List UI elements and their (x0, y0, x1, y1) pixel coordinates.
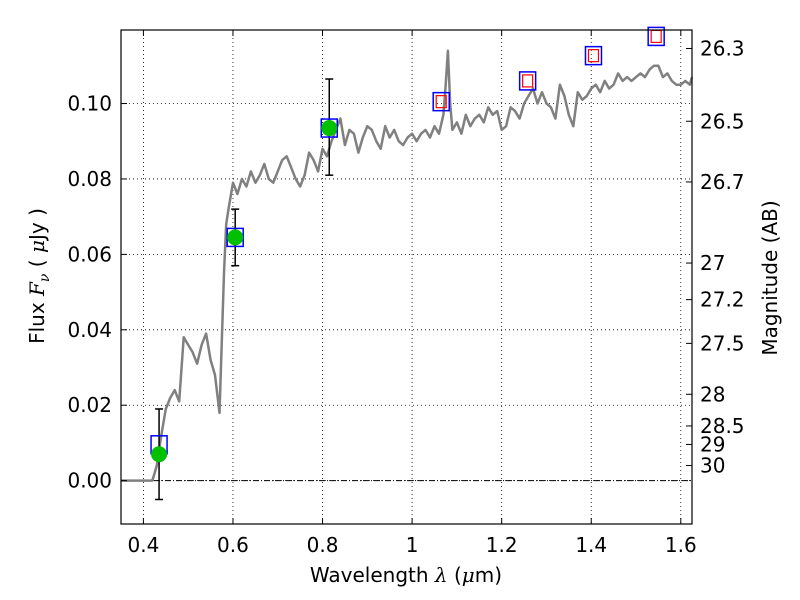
x-ticks: 0.4 0.6 0.8 1 1.2 1.4 1.6 (127, 30, 697, 557)
y-axis-label: Flux Fν ( μJy ) (25, 208, 53, 344)
magnitude-tick-label: 26.5 (700, 109, 745, 133)
model-sed (121, 49, 694, 482)
magnitude-tick-label: 28 (700, 382, 725, 406)
plot-frame (120, 29, 693, 525)
magnitude-tick-label: 26.7 (700, 170, 745, 194)
model-box (584, 45, 603, 66)
y-tick-label: 0.08 (67, 167, 112, 191)
model-box (432, 91, 450, 112)
error-bars (155, 78, 334, 501)
y-ticks: 0.00 0.02 0.04 0.06 0.08 0.10 (67, 92, 127, 493)
x-tick-label: 1 (406, 533, 419, 557)
magnitude-tick-label: 29 (700, 432, 725, 456)
photometry-point (321, 120, 338, 137)
x-tick-label: 0.8 (307, 533, 339, 557)
magnitude-tick-label: 28.5 (700, 414, 745, 438)
y-tick-label: 0.04 (67, 318, 112, 342)
model-box (647, 26, 665, 47)
y2-axis-label: Magnitude (AB) (758, 200, 782, 355)
model-box-inner (650, 29, 662, 44)
magnitude-tick-label: 27.5 (700, 331, 745, 355)
y-tick-label: 0.00 (67, 469, 112, 493)
photometry-point (227, 229, 244, 246)
photometry-point (151, 446, 168, 463)
photometry-points (151, 120, 338, 463)
model-box-inner (587, 49, 600, 63)
y-tick-label: 0.10 (67, 92, 112, 116)
x-tick-label: 1.4 (575, 533, 607, 557)
y-tick-label: 0.06 (67, 242, 112, 266)
grid (121, 30, 692, 524)
x-axis-label: Wavelength λ (μm) (310, 563, 502, 587)
model-box (518, 71, 537, 91)
model-box-inner (522, 74, 534, 88)
model-box-inner (435, 95, 447, 109)
magnitude-tick-label: 30 (700, 454, 725, 478)
sed-line (121, 49, 694, 482)
plot-border (120, 29, 693, 525)
magnitude-tick-label: 27.2 (700, 288, 745, 312)
x-tick-label: 1.6 (665, 533, 697, 557)
magnitude-tick-label: 27 (700, 251, 725, 275)
x-tick-label: 1.2 (486, 533, 518, 557)
magnitude-tick-label: 26.3 (700, 36, 745, 60)
y-tick-label: 0.02 (67, 393, 112, 417)
x-tick-label: 0.4 (127, 533, 159, 557)
x-tick-label: 0.6 (217, 533, 249, 557)
